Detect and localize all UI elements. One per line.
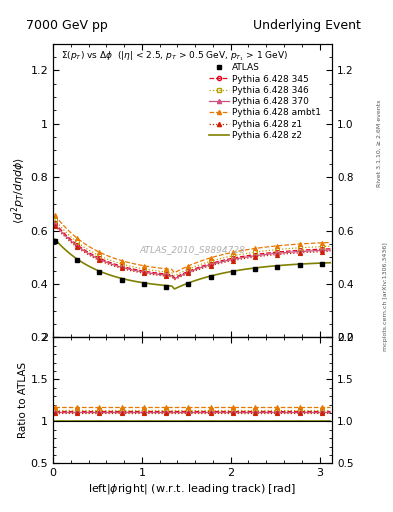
- Text: $\Sigma(p_T)$ vs $\Delta\phi$  ($|\eta|$ < 2.5, $p_T$ > 0.5 GeV, $p_{T_1}$ > 1 G: $\Sigma(p_T)$ vs $\Delta\phi$ ($|\eta|$ …: [61, 49, 289, 63]
- Y-axis label: $\langle d^2 p_T/d\eta d\phi\rangle$: $\langle d^2 p_T/d\eta d\phi\rangle$: [9, 157, 28, 224]
- Y-axis label: Ratio to ATLAS: Ratio to ATLAS: [18, 362, 28, 438]
- X-axis label: left$|\phi$right$|$ (w.r.t. leading track) [rad]: left$|\phi$right$|$ (w.r.t. leading trac…: [88, 482, 297, 497]
- Text: Rivet 3.1.10, ≥ 2.6M events: Rivet 3.1.10, ≥ 2.6M events: [377, 100, 382, 187]
- Text: Underlying Event: Underlying Event: [253, 19, 360, 32]
- Legend: ATLAS, Pythia 6.428 345, Pythia 6.428 346, Pythia 6.428 370, Pythia 6.428 ambt1,: ATLAS, Pythia 6.428 345, Pythia 6.428 34…: [205, 60, 325, 143]
- Text: ATLAS_2010_S8894728: ATLAS_2010_S8894728: [140, 245, 246, 254]
- Text: mcplots.cern.ch [arXiv:1306.3436]: mcplots.cern.ch [arXiv:1306.3436]: [383, 243, 387, 351]
- Text: 7000 GeV pp: 7000 GeV pp: [26, 19, 108, 32]
